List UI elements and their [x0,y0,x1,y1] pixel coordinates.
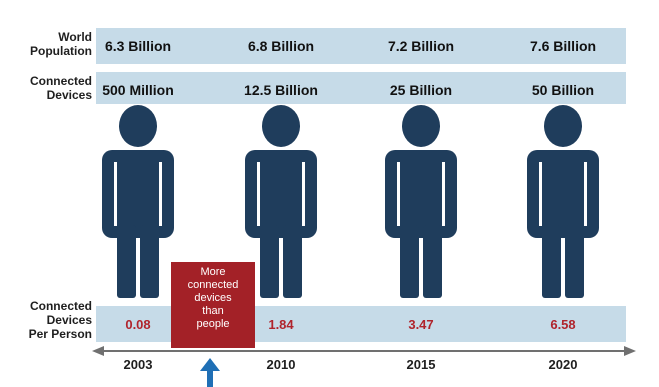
timeline-left-arrowhead [92,346,104,356]
per-person-value-2015: 3.47 [408,317,434,332]
per-person-label: Connected Devices Per Person [4,299,92,341]
devices-value-2015: 25 Billion [389,82,453,98]
person-figure-2010 [245,105,317,298]
year-label-2015: 2015 [406,357,436,372]
per-person-label-line: Devices [46,313,92,327]
callout-box: More connected devices than people [171,262,255,348]
world-population-label-line: Population [30,44,92,58]
devices-value-2020: 50 Billion [531,82,595,98]
connected-devices-band [96,72,626,104]
year-label-2003: 2003 [123,357,153,372]
year-label-2020: 2020 [548,357,578,372]
year-label-2010: 2010 [266,357,296,372]
population-value-2020: 7.6 Billion [529,38,597,54]
timeline-right-arrowhead [624,346,636,356]
per-person-label-line: Per Person [28,327,92,341]
callout-line: connected [187,279,239,291]
callout-line: More [200,266,226,278]
connected-devices-label: Connected Devices [4,74,92,102]
population-value-2010: 6.8 Billion [247,38,315,54]
connected-devices-label-line: Connected [29,74,92,88]
population-value-2003: 6.3 Billion [104,38,172,54]
devices-value-2003: 500 Million [102,82,174,98]
per-person-label-line: Connected [29,299,92,313]
per-person-value-2010: 1.84 [268,317,294,332]
callout-line: devices [194,292,232,304]
person-figure-2015 [385,105,457,298]
devices-value-2010: 12.5 Billion [244,82,318,98]
person-figure-2020 [527,105,599,298]
connected-devices-label-line: Devices [46,88,92,102]
world-population-label: World Population [4,30,92,58]
world-population-label-line: World [58,30,92,44]
per-person-value-2003: 0.08 [125,317,151,332]
population-value-2015: 7.2 Billion [387,38,455,54]
person-figure-2003 [102,105,174,298]
world-population-band [96,28,626,64]
callout-line: than [202,305,224,317]
per-person-value-2020: 6.58 [550,317,576,332]
callout-line: people [196,318,230,330]
